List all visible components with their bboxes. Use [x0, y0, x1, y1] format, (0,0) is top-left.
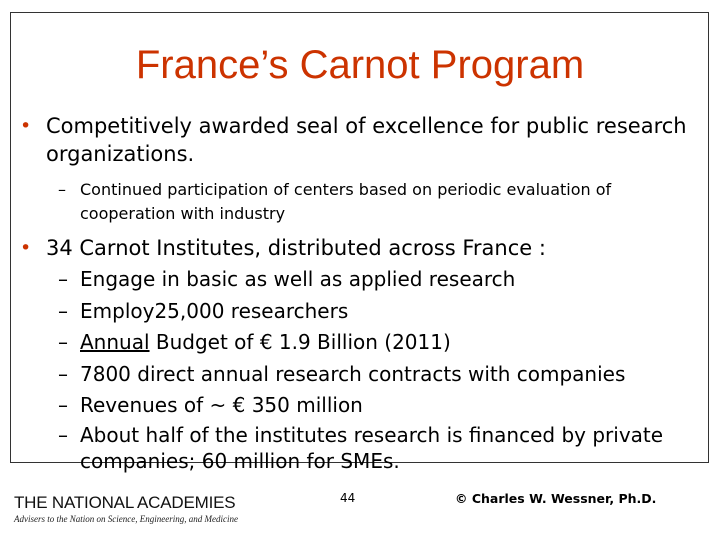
sub-bullet-text: 7800 direct annual research contracts wi… — [80, 361, 626, 386]
bullet-dot-icon: • — [20, 237, 32, 259]
bullet-text: 34 Carnot Institutes, distributed across… — [46, 236, 546, 260]
bullet-dot-icon: • — [20, 115, 32, 137]
dash-icon: – — [58, 298, 68, 323]
national-academies-logo: THE NATIONAL ACADEMIES Advisers to the N… — [14, 493, 238, 527]
sub-bullet-item: – Continued participation of centers bas… — [18, 178, 698, 226]
sub-bullet-text: Revenues of ~ € 350 million — [80, 393, 363, 417]
slide-title: France’s Carnot Program — [135, 43, 585, 87]
sub-bullet-text: Engage in basic as well as applied resea… — [80, 267, 516, 291]
slide-frame — [10, 12, 709, 463]
sub-bullet-text: Continued participation of centers based… — [80, 180, 612, 223]
bullet-item-1: • Competitively awarded seal of excellen… — [18, 112, 698, 168]
sub-bullet-item: – Employ25,000 researchers — [18, 296, 698, 328]
logo-name: THE NATIONAL ACADEMIES — [14, 493, 236, 512]
bullet-item-2: • 34 Carnot Institutes, distributed acro… — [18, 234, 698, 262]
dash-icon: – — [58, 422, 68, 447]
underlined-word-annual: Annual — [80, 330, 150, 354]
slide-content: • Competitively awarded seal of excellen… — [18, 112, 698, 474]
dash-icon: – — [58, 361, 68, 386]
sub-bullet-text: About half of the institutes research is… — [80, 422, 664, 473]
sub-bullet-item: – 7800 direct annual research contracts … — [18, 359, 698, 391]
sub-bullet-item: – Revenues of ~ € 350 million — [18, 390, 698, 422]
page-number: 44 — [340, 491, 356, 505]
dash-icon: – — [58, 180, 66, 199]
dash-icon: – — [58, 393, 68, 417]
sub-bullet-text: Employ25,000 researchers — [80, 298, 349, 323]
dash-icon: – — [58, 267, 68, 291]
sub-bullet-item: – Engage in basic as well as applied res… — [18, 264, 698, 296]
bullet-text: Competitively awarded seal of excellence… — [46, 114, 687, 166]
dash-icon: – — [58, 330, 68, 354]
sub-bullet-text: Budget of € 1.9 Billion (2011) — [149, 330, 451, 354]
logo-tagline: Advisers to the Nation on Science, Engin… — [14, 514, 238, 524]
sub-bullet-item: – Annual Budget of € 1.9 Billion (2011) — [18, 327, 698, 359]
sub-bullet-item: – About half of the institutes research … — [18, 422, 698, 474]
copyright-notice: © Charles W. Wessner, Ph.D. — [455, 491, 657, 506]
